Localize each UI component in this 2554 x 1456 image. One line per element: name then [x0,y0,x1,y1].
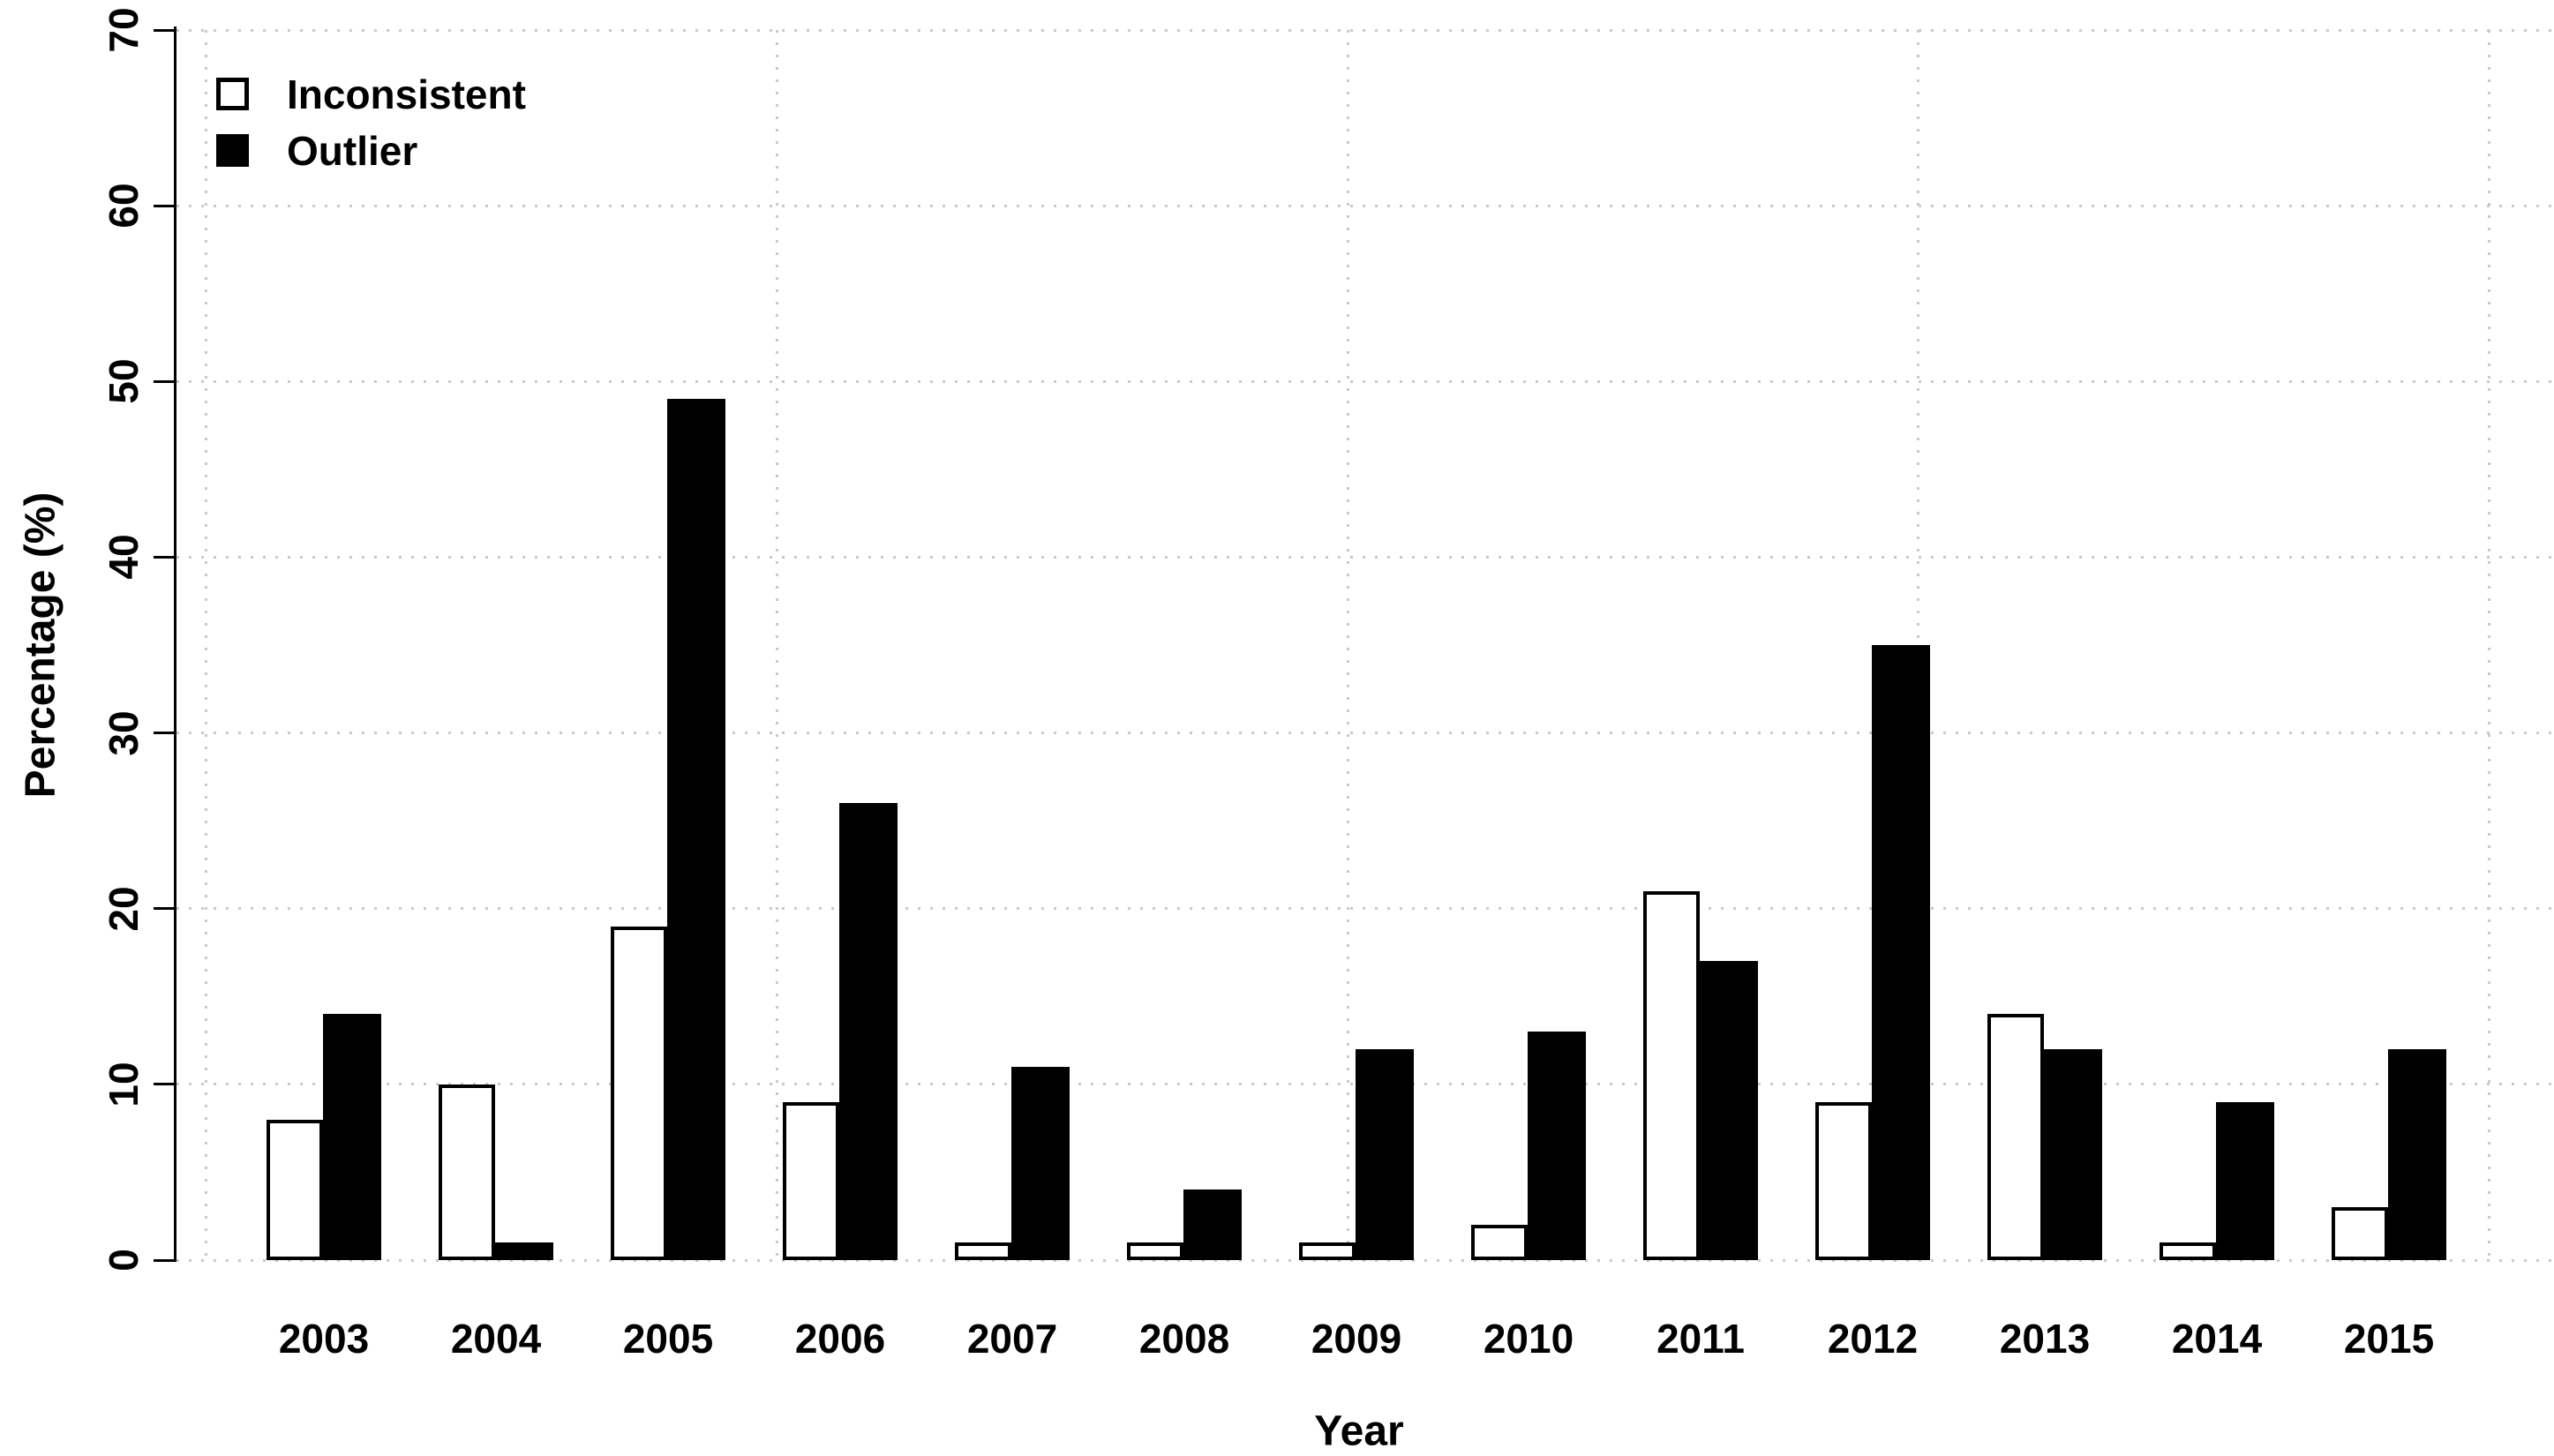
bar-inconsistent-2003 [267,1119,323,1260]
gridline-horizontal [177,907,2554,911]
bar-inconsistent-2009 [1299,1242,1356,1260]
x-tick-label-2007: 2007 [966,1316,1058,1362]
gridline-horizontal [177,28,2554,32]
bar-outlier-2012 [1872,645,1930,1260]
legend-label-inconsistent: Inconsistent [287,71,526,117]
bar-inconsistent-2015 [2332,1207,2388,1260]
bar-outlier-2010 [1528,1032,1586,1260]
bar-outlier-2004 [495,1242,553,1260]
legend-swatch-filled-square-icon [216,134,249,167]
bar-inconsistent-2011 [1643,890,1700,1260]
bar-outlier-2008 [1183,1190,1242,1260]
bar-inconsistent-2012 [1815,1101,1872,1260]
y-axis-tick [154,204,177,207]
bar-inconsistent-2004 [439,1084,495,1260]
bar-inconsistent-2013 [1987,1014,2044,1260]
bar-inconsistent-2010 [1471,1225,1528,1260]
bar-inconsistent-2007 [955,1242,1011,1260]
x-tick-label-2009: 2009 [1311,1316,1402,1362]
y-tick-label: 30 [101,709,146,756]
x-tick-label-2010: 2010 [1483,1316,1574,1362]
y-axis-tick [154,555,177,559]
y-tick-label: 60 [101,183,146,229]
y-tick-label: 70 [101,7,146,53]
gridline-horizontal [177,732,2554,735]
bar-outlier-2007 [1011,1066,1070,1260]
legend-item-outlier: Outlier [216,131,526,171]
gridline-vertical [205,30,208,1260]
gridline-horizontal [177,379,2554,383]
bar-outlier-2003 [323,1014,381,1260]
x-tick-label-2014: 2014 [2171,1316,2263,1362]
x-tick-label-2004: 2004 [450,1316,542,1362]
y-axis-tick [154,379,177,383]
legend-item-inconsistent: Inconsistent [216,74,526,115]
y-axis-line [174,26,177,1262]
x-tick-label-2015: 2015 [2343,1316,2435,1362]
y-axis-tick [154,1083,177,1086]
gridline-horizontal [177,1258,2554,1262]
bar-outlier-2013 [2044,1049,2102,1260]
bar-inconsistent-2006 [783,1101,839,1260]
gridline-vertical [776,30,778,1260]
y-tick-label: 0 [101,1249,146,1272]
bar-outlier-2011 [1700,961,1758,1260]
bar-outlier-2005 [667,399,725,1260]
bar-outlier-2006 [839,803,898,1260]
bar-inconsistent-2014 [2160,1242,2216,1260]
x-tick-label-2013: 2013 [1999,1316,2091,1362]
bar-outlier-2015 [2388,1049,2446,1260]
gridline-horizontal [177,204,2554,207]
legend-label-outlier: Outlier [287,127,418,174]
gridline-vertical [2487,30,2490,1260]
x-tick-label-2008: 2008 [1138,1316,1230,1362]
y-tick-label: 10 [101,1062,146,1107]
bar-outlier-2014 [2216,1101,2274,1260]
x-tick-label-2012: 2012 [1827,1316,1919,1362]
y-tick-label: 50 [101,358,146,404]
bar-inconsistent-2005 [611,926,667,1260]
y-tick-label: 40 [101,534,146,581]
x-axis-label: Year [1314,1407,1404,1455]
x-tick-label-2003: 2003 [278,1316,370,1362]
x-tick-label-2011: 2011 [1656,1316,1745,1362]
y-axis-tick [154,732,177,735]
y-axis-tick [154,28,177,32]
x-tick-label-2005: 2005 [622,1316,714,1362]
y-axis-tick [154,1258,177,1262]
bar-outlier-2009 [1356,1049,1414,1260]
legend-swatch-open-square-icon [216,78,249,110]
gridline-horizontal [177,555,2554,559]
y-axis-tick [154,907,177,911]
gridline-vertical [1346,30,1349,1260]
legend: Inconsistent Outlier [216,74,526,171]
x-tick-label-2006: 2006 [794,1316,886,1362]
bar-inconsistent-2008 [1127,1242,1183,1260]
y-tick-label: 20 [101,886,146,932]
